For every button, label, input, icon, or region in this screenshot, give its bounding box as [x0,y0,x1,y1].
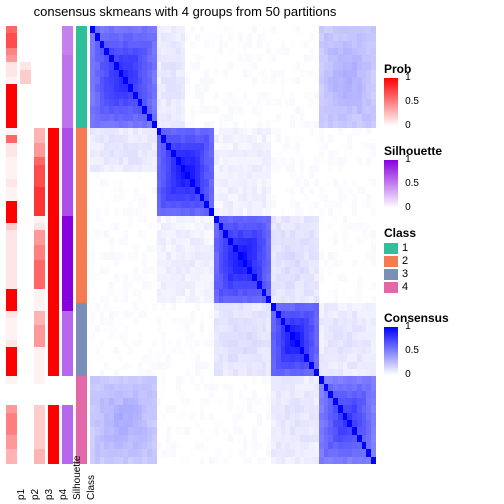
xlabel-Class: Class [86,475,97,500]
legends: Prob 10.50 Silhouette 10.50 Class 1234 C… [384,62,500,393]
legend-class-item-2: 2 [384,255,500,267]
legend-cons-title: Consensus [384,311,500,325]
xlabel-p3: p3 [44,489,55,500]
legend-class-rows: 1234 [384,242,500,293]
page-title: consensus skmeans with 4 groups from 50 … [0,4,370,19]
legend-cons-bar [384,327,398,375]
legend-silh-bar [384,160,398,208]
legend-class-item-4: 4 [384,281,500,293]
legend-prob-title: Prob [384,62,500,76]
legend-class: Class 1234 [384,226,500,293]
annotation-tracks [6,26,90,464]
legend-consensus: Consensus 10.50 [384,311,500,375]
track-p4 [48,26,59,464]
track-p3 [34,26,45,464]
track-silhouette [62,26,73,464]
track-class [76,26,87,464]
legend-silh-title: Silhouette [384,144,500,158]
legend-class-title: Class [384,226,500,240]
legend-prob-bar [384,78,398,126]
xlabel-p4: p4 [58,489,69,500]
xlabel-p2: p2 [30,489,41,500]
legend-class-item-3: 3 [384,268,500,280]
track-p2 [20,26,31,464]
main-plot [6,26,376,464]
x-axis-labels: p1p2p3p4SilhouetteClass [6,466,376,502]
legend-silhouette: Silhouette 10.50 [384,144,500,208]
xlabel-Silhouette: Silhouette [72,456,83,500]
track-p1 [6,26,17,464]
legend-prob: Prob 10.50 [384,62,500,126]
xlabel-p1: p1 [16,489,27,500]
legend-class-item-1: 1 [384,242,500,254]
consensus-heatmap [90,26,376,464]
